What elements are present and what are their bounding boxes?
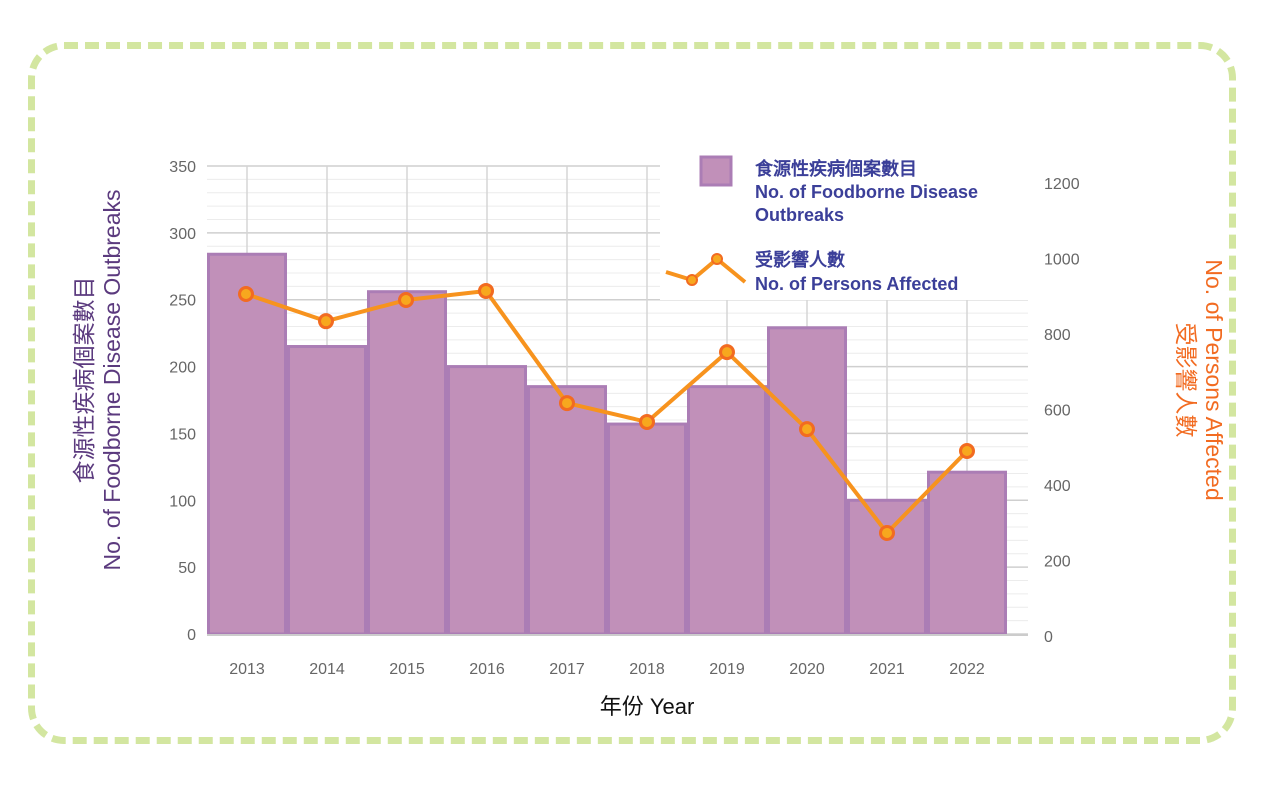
point-2017 — [559, 395, 575, 412]
point-2020 — [799, 421, 815, 438]
y2-tick-label: 1000 — [1044, 252, 1080, 269]
x-tick-label: 2015 — [389, 661, 425, 678]
y-tick-label: 0 — [187, 627, 196, 644]
point-2022 — [959, 443, 975, 460]
y-tick-label: 200 — [169, 360, 196, 377]
y-tick-label: 100 — [169, 493, 196, 510]
dashed-frame — [28, 42, 1236, 744]
bar-2013 — [207, 252, 287, 636]
y-tick-label: 150 — [169, 426, 196, 443]
y2-tick-label: 800 — [1044, 327, 1071, 344]
bar-2019 — [687, 385, 767, 636]
point-2014 — [318, 313, 334, 330]
legend-line-swatch — [665, 256, 747, 284]
x-tick-label: 2020 — [789, 661, 825, 678]
bar-2021 — [847, 498, 927, 636]
legend-bar-label-cont: Outbreaks — [755, 205, 844, 225]
y-axis-title: No. of Foodborne Disease Outbreaks — [99, 190, 125, 571]
y2-tick-label: 600 — [1044, 403, 1071, 420]
y2-tick-label: 200 — [1044, 554, 1071, 571]
bar-2020 — [767, 326, 847, 636]
x-tick-label: 2018 — [629, 661, 665, 678]
x-tick-label: 2013 — [229, 661, 265, 678]
point-2015 — [398, 292, 414, 309]
legend-line-marker — [686, 274, 698, 286]
y-tick-label: 50 — [178, 560, 196, 577]
y-tick-label: 350 — [169, 159, 196, 176]
bar-2015 — [367, 290, 447, 636]
bar-2014 — [287, 345, 367, 636]
x-tick-label: 2019 — [709, 661, 745, 678]
y2-axis-title: No. of Persons Affected — [1201, 259, 1227, 500]
y-axis-title-zh: 食源性疾病個案數目 — [71, 277, 97, 484]
y-tick-label: 250 — [169, 293, 196, 310]
legend-line-label: No. of Persons Affected — [755, 274, 958, 294]
legend-line-label-zh: 受影響人數 — [755, 249, 845, 270]
x-tick-label: 2016 — [469, 661, 505, 678]
bar-2016 — [447, 365, 527, 636]
y2-tick-label: 0 — [1044, 629, 1053, 646]
bar-2022 — [927, 470, 1007, 636]
point-2016 — [478, 282, 494, 299]
legend-line-marker — [711, 253, 723, 265]
point-2019 — [719, 344, 735, 361]
persons-affected-line — [245, 288, 969, 535]
y2-tick-label: 400 — [1044, 478, 1071, 495]
bar-2018 — [607, 422, 687, 636]
point-2021 — [879, 524, 895, 541]
y2-axis-title-zh: 受影響人數 — [1173, 323, 1199, 438]
x-tick-label: 2017 — [549, 661, 585, 678]
point-2018 — [639, 413, 655, 430]
x-tick-label: 2021 — [869, 661, 905, 678]
legend-bar-label: No. of Foodborne Disease — [755, 182, 978, 202]
point-2013 — [238, 285, 254, 302]
y-tick-label: 300 — [169, 226, 196, 243]
x-axis-title: 年份 Year — [600, 694, 695, 719]
legend-bar-label-zh: 食源性疾病個案數目 — [754, 158, 917, 179]
x-tick-label: 2022 — [949, 661, 985, 678]
bar-2017 — [527, 385, 607, 636]
y2-tick-label: 1200 — [1044, 176, 1080, 193]
legend-bar-swatch — [699, 155, 733, 187]
x-tick-label: 2014 — [309, 661, 345, 678]
